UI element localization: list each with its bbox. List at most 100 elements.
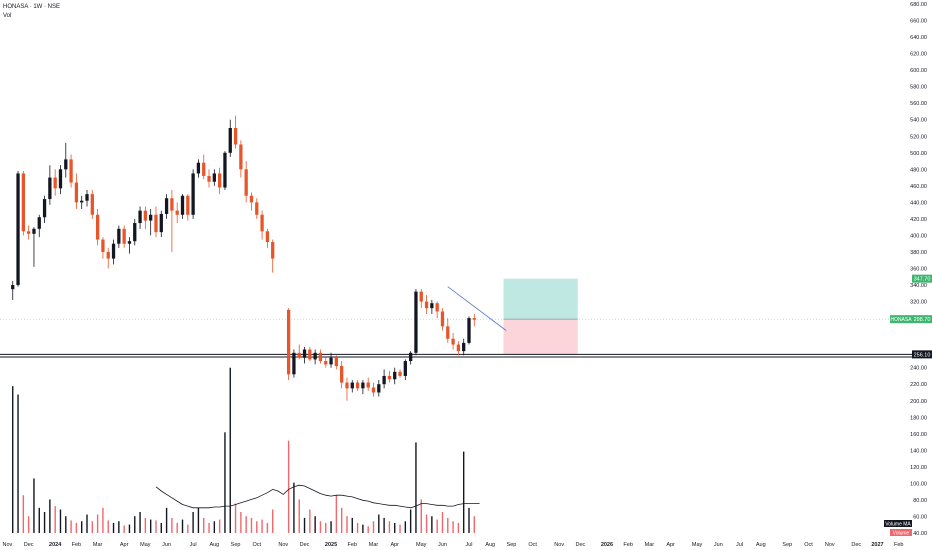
candle bbox=[286, 308, 291, 381]
time-axis[interactable]: Nov Dec 2024 Feb Mar Apr May Jun Jul Aug Sep Oct Nov… bbox=[3, 542, 904, 548]
candle bbox=[408, 351, 413, 365]
candle bbox=[249, 192, 254, 211]
time-tick-label: Sep bbox=[507, 542, 517, 548]
volume-bar bbox=[309, 509, 311, 533]
candle-body bbox=[196, 162, 201, 174]
target-badge-text: 347.70 bbox=[914, 277, 931, 283]
candle-body bbox=[414, 291, 418, 353]
symbol-badge bbox=[890, 315, 912, 324]
candle bbox=[334, 355, 339, 370]
candle bbox=[297, 344, 301, 360]
time-tick-label: Dec bbox=[576, 542, 586, 548]
candle-body bbox=[180, 195, 185, 215]
candle-body bbox=[11, 285, 15, 290]
candle bbox=[324, 357, 328, 368]
volume-bar bbox=[261, 519, 263, 533]
candle bbox=[414, 289, 418, 356]
candle-body bbox=[64, 159, 68, 170]
volume-bar bbox=[176, 522, 178, 533]
candle-body bbox=[249, 195, 254, 203]
candle-body bbox=[366, 382, 370, 388]
time-tick-label: Nov bbox=[825, 542, 835, 548]
time-tick-label: Jul bbox=[736, 542, 743, 548]
volume-bar bbox=[362, 524, 364, 533]
time-tick-label: Aug bbox=[756, 542, 766, 548]
target-zone[interactable] bbox=[503, 278, 578, 320]
price-axis[interactable]: 680.00 660.00 640.00 620.00 600.00 580.00 560.… bbox=[910, 2, 927, 537]
candle-body bbox=[340, 366, 344, 383]
volume-indicator-label[interactable]: Vol bbox=[3, 13, 12, 19]
volume-bar bbox=[383, 517, 385, 533]
candle-body bbox=[191, 173, 195, 215]
candle-body bbox=[175, 210, 179, 215]
candle-body bbox=[101, 239, 105, 252]
volume-bar bbox=[17, 394, 19, 533]
candle bbox=[80, 195, 84, 209]
volume-bar bbox=[330, 521, 332, 533]
candle-body bbox=[117, 228, 121, 244]
candle-body bbox=[244, 169, 248, 196]
price-tick-label: 440.00 bbox=[910, 200, 927, 206]
volume-bar bbox=[65, 516, 67, 533]
volume-bar bbox=[378, 514, 380, 533]
candle-body bbox=[74, 182, 79, 203]
time-tick-label: Jun bbox=[438, 542, 447, 548]
volume-bar bbox=[409, 509, 412, 533]
candle-body bbox=[53, 177, 57, 189]
candle bbox=[122, 225, 126, 248]
candle-body bbox=[16, 173, 20, 286]
candle bbox=[90, 189, 94, 219]
price-tick-label: 360.00 bbox=[910, 267, 927, 273]
time-tick-label: Jun bbox=[714, 542, 723, 548]
candle bbox=[398, 369, 402, 378]
candle-body bbox=[403, 361, 407, 376]
candle-body bbox=[377, 384, 381, 393]
volume-bar bbox=[271, 509, 274, 533]
stop-zone[interactable] bbox=[503, 319, 578, 355]
volume-bar bbox=[452, 521, 454, 533]
time-tick-label: May bbox=[692, 542, 703, 548]
candle bbox=[53, 169, 57, 196]
candle bbox=[58, 165, 63, 195]
candle-body bbox=[186, 195, 190, 215]
candle-body bbox=[27, 231, 31, 234]
candle-body bbox=[462, 342, 466, 352]
candle-body bbox=[143, 210, 148, 221]
trend-line[interactable] bbox=[447, 286, 507, 331]
drawing-lines[interactable] bbox=[0, 286, 912, 358]
volume-bar bbox=[107, 520, 109, 533]
volume-bar bbox=[54, 506, 56, 533]
time-tick-label: Dec bbox=[24, 542, 34, 548]
candle bbox=[424, 294, 429, 314]
volume-bar bbox=[303, 517, 306, 533]
candle bbox=[435, 301, 439, 319]
price-tick-label: 500.00 bbox=[910, 151, 927, 157]
time-tick-label: Oct bbox=[253, 542, 262, 548]
price-tick-label: 140.00 bbox=[910, 448, 927, 454]
line-price-text: 256.10 bbox=[914, 352, 931, 358]
candle-body bbox=[350, 382, 354, 389]
candle bbox=[239, 140, 243, 178]
price-tick-label: 400.00 bbox=[910, 233, 927, 239]
volume-bar bbox=[250, 517, 253, 533]
candle-body bbox=[223, 152, 227, 188]
candle bbox=[42, 195, 47, 224]
price-tick-label: 60.00 bbox=[913, 514, 927, 520]
volume-bar bbox=[197, 507, 200, 533]
symbol-title[interactable]: HONASA · 1W · NSE bbox=[3, 4, 61, 10]
price-tick-label: 80.00 bbox=[913, 498, 927, 504]
candle bbox=[260, 210, 264, 240]
price-tick-label: 180.00 bbox=[910, 415, 927, 421]
volume-bar bbox=[81, 521, 83, 533]
candle bbox=[446, 318, 450, 343]
candle-body bbox=[233, 127, 238, 145]
candle-body bbox=[111, 243, 116, 259]
time-tick-label: Feb bbox=[72, 542, 81, 548]
price-tick-label: 600.00 bbox=[910, 68, 927, 74]
candle bbox=[318, 349, 323, 364]
position-tool[interactable] bbox=[503, 278, 578, 355]
volume-bar bbox=[457, 522, 460, 533]
time-tick-label: Nov bbox=[278, 542, 288, 548]
candle bbox=[340, 361, 344, 389]
